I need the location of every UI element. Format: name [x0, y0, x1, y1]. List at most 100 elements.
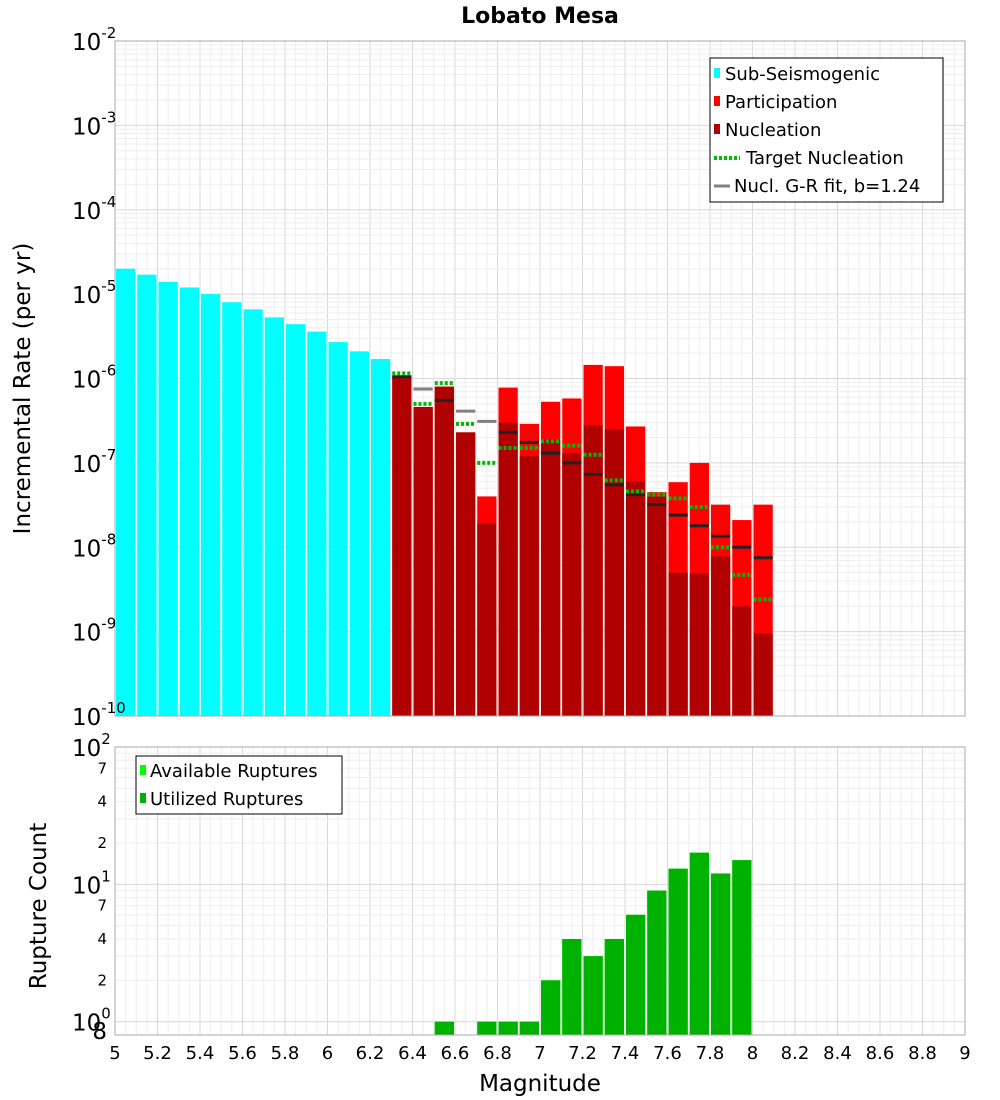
top-legend: Sub-Seismogenic Participation Nucleation Ta…	[709, 57, 944, 203]
bottom-legend: Available Ruptures Utilized Ruptures	[135, 755, 343, 815]
sub-seismogenic-bar	[201, 294, 221, 716]
bottom-legend-swatch	[140, 793, 146, 803]
bottom-y-major-tick-label: 100	[72, 1005, 111, 1037]
utilized-ruptures-bar	[498, 1021, 518, 1035]
x-tick-label: 5.8	[271, 1043, 300, 1064]
x-axis-label: Magnitude	[479, 1071, 601, 1097]
x-tick-label: 5.6	[228, 1043, 257, 1064]
utilized-ruptures-bar	[732, 860, 752, 1035]
nucleation-bar	[541, 439, 561, 716]
top-legend-label: Nucl. G-R fit, b=1.24	[734, 176, 920, 197]
chart-title: Lobato Mesa	[461, 4, 619, 29]
top-y-tick-label: 10-9	[72, 615, 116, 647]
top-legend-swatch	[714, 96, 720, 106]
x-tick-label: 8.6	[866, 1043, 895, 1064]
x-tick-label: 6	[322, 1043, 333, 1064]
utilized-ruptures-bar	[626, 914, 646, 1035]
bottom-plot-frame	[114, 746, 966, 1036]
nucleation-bar	[711, 556, 731, 716]
x-tick-label: 5.2	[143, 1043, 172, 1064]
top-bars	[116, 268, 773, 716]
top-y-tick-label: 10-4	[72, 193, 116, 225]
sub-seismogenic-bar	[158, 281, 178, 716]
nucleation-bar	[732, 606, 752, 716]
x-tick-label: 6.2	[356, 1043, 385, 1064]
target-nucleation-segments	[392, 371, 773, 602]
x-tick-label: 7.8	[696, 1043, 725, 1064]
sub-seismogenic-bar	[264, 317, 284, 716]
sub-seismogenic-bar	[116, 268, 136, 716]
nucleation-bar	[477, 523, 497, 716]
x-tick-label: 9	[959, 1043, 970, 1064]
top-legend-swatch	[714, 124, 720, 134]
nucleation-bar	[434, 386, 454, 716]
top-legend-box	[709, 57, 944, 203]
x-tick-label: 5.4	[186, 1043, 215, 1064]
nucleation-bar	[753, 633, 773, 716]
utilized-ruptures-bar	[562, 939, 582, 1035]
bottom-y-minor-tick-label: 8	[92, 1019, 107, 1045]
nucleation-bar	[583, 425, 603, 716]
utilized-ruptures-bar	[689, 852, 709, 1035]
nucleation-bar	[456, 432, 476, 716]
x-tick-label: 5	[109, 1043, 120, 1064]
nucleation-bar	[604, 429, 624, 716]
bottom-y-minor-tick-label: 2	[97, 971, 107, 989]
top-y-tick-label: 10-5	[72, 277, 116, 309]
nucleation-bar	[626, 481, 646, 716]
bottom-y-major-tick-label: 101	[72, 867, 111, 899]
sub-seismogenic-bar	[243, 309, 263, 716]
bottom-y-minor-tick-label: 2	[97, 834, 107, 852]
gr-fit-segments	[392, 375, 773, 560]
top-legend-label: Nucleation	[725, 120, 821, 141]
x-tick-label: 8.8	[908, 1043, 937, 1064]
utilized-ruptures-bar	[434, 1021, 454, 1035]
sub-seismogenic-bar	[137, 274, 157, 716]
nucleation-bar	[562, 453, 582, 716]
bottom-y-minor-tick-label: 7	[97, 759, 107, 777]
utilized-ruptures-bar	[604, 939, 624, 1035]
sub-seismogenic-bar	[222, 302, 242, 716]
nucleation-bar	[392, 376, 412, 716]
bottom-y-major-tick-label: 102	[72, 730, 111, 762]
top-y-tick-label: 10-6	[72, 362, 116, 394]
top-legend-label: Participation	[725, 92, 837, 113]
top-y-axis-label: Incremental Rate (per yr)	[10, 243, 36, 535]
sub-seismogenic-bar	[371, 359, 391, 716]
top-legend-swatch	[714, 68, 720, 78]
top-y-tick-label: 10-7	[72, 446, 116, 478]
top-y-tick-label: 10-2	[72, 24, 116, 56]
utilized-ruptures-bar	[477, 1021, 497, 1035]
top-y-tick-label: 10-3	[72, 108, 116, 140]
top-y-tick-label: 10-10	[72, 699, 126, 731]
sub-seismogenic-bar	[307, 331, 327, 716]
x-tick-label: 8	[747, 1043, 758, 1064]
bottom-legend-label: Utilized Ruptures	[150, 789, 303, 810]
x-tick-label: 7.6	[653, 1043, 682, 1064]
bottom-legend-swatch	[140, 765, 146, 775]
nucleation-bar	[498, 422, 518, 716]
x-tick-label: 6.8	[483, 1043, 512, 1064]
utilized-ruptures-bar	[711, 873, 731, 1035]
x-tick-label: 8.2	[781, 1043, 810, 1064]
bottom-legend-box	[135, 755, 343, 815]
sub-seismogenic-bar	[328, 342, 348, 716]
utilized-ruptures-bar	[647, 890, 667, 1035]
bottom-y-minor-tick-label: 7	[97, 897, 107, 915]
bottom-y-minor-tick-label: 4	[97, 793, 107, 811]
nucleation-bar	[668, 572, 688, 716]
utilized-ruptures-bar	[541, 980, 561, 1035]
bottom-legend-label: Available Ruptures	[150, 761, 318, 782]
x-tick-label: 7.4	[611, 1043, 640, 1064]
x-tick-label: 8.4	[823, 1043, 852, 1064]
x-tick-label: 6.6	[441, 1043, 470, 1064]
sub-seismogenic-bar	[349, 351, 369, 716]
top-plot-frame	[114, 40, 966, 717]
bottom-y-axis-label: Rupture Count	[26, 823, 52, 989]
utilized-ruptures-bar	[519, 1021, 539, 1035]
x-tick-label: 7.2	[568, 1043, 597, 1064]
top-legend-label: Sub-Seismogenic	[725, 64, 880, 85]
utilized-ruptures-bar	[668, 868, 688, 1035]
top-legend-label: Target Nucleation	[745, 148, 904, 169]
